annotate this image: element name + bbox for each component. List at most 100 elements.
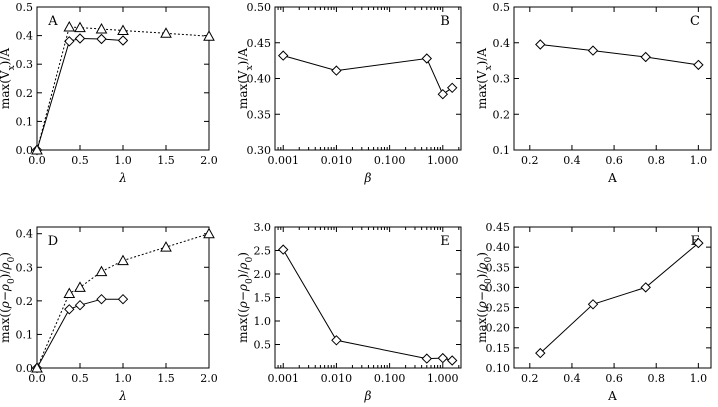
series-line-1 <box>36 37 124 151</box>
x-tick-label: 0.001 <box>267 154 299 167</box>
diamond-marker <box>640 51 651 63</box>
triangle-marker <box>63 20 76 32</box>
x-tick-label: 1.5 <box>157 372 175 385</box>
diamond-marker <box>117 35 129 46</box>
y-tick-label: 0.3 <box>16 261 34 274</box>
x-tick-label: 0.4 <box>563 372 581 385</box>
x-tick-label: 1.000 <box>427 372 459 385</box>
diamond-marker <box>64 36 75 47</box>
diamond-marker <box>277 244 289 255</box>
panel-f: 0.2 0.4 0.6 0.8 1.0 0.10 0.15 0.20 0.25 0.30 0.35 0… <box>475 221 712 403</box>
series-line-1 <box>540 44 699 66</box>
x-tick-label: 1.0 <box>690 372 708 385</box>
plot-frame <box>513 6 712 151</box>
y-tick-label: 1.0 <box>254 315 272 328</box>
y-tick-label: 3.0 <box>254 221 272 234</box>
plot-frame <box>274 6 462 151</box>
y-tick-label: 0.40 <box>247 73 272 86</box>
panel-a: 0.0 0.5 1.0 1.5 2.0 0.0 0.1 0.2 0.3 0.4 0.5 λ max(Vx… <box>0 1 218 185</box>
triangle-marker <box>117 254 129 266</box>
y-tick-label: 0.0 <box>16 362 34 375</box>
panel-letter: D <box>48 234 58 249</box>
triangle-marker <box>95 265 108 277</box>
diamond-marker <box>277 50 289 61</box>
triangle-marker <box>203 227 215 239</box>
y-tick-label: 2.5 <box>254 245 272 258</box>
y-tick-label: 0.5 <box>493 1 511 14</box>
x-tick-label: 0.8 <box>647 372 665 385</box>
y-tick-label: 0.45 <box>247 37 272 50</box>
diamond-marker <box>117 293 129 305</box>
y-tick-label: 0.3 <box>16 58 34 71</box>
triangle-marker <box>74 21 86 33</box>
y-tick-label: 0.0 <box>16 144 34 157</box>
panel-letter: E <box>440 234 450 249</box>
x-axis-label: β <box>364 389 372 403</box>
y-tick-label: 0.3 <box>493 73 511 86</box>
x-tick-label: 0.2 <box>521 372 539 385</box>
x-tick-label: 0.8 <box>647 154 665 167</box>
x-tick-label: 0.100 <box>374 154 406 167</box>
y-tick-label: 0.2 <box>16 295 34 308</box>
panel-letter: C <box>690 14 700 29</box>
diamond-marker <box>96 33 107 45</box>
x-axis-label: λ <box>118 171 127 185</box>
x-tick-label: 0.0 <box>28 154 46 167</box>
y-tick-label: 0.30 <box>247 144 272 157</box>
triangle-marker <box>160 27 172 38</box>
x-axis-label: A <box>607 389 617 403</box>
y-axis-label: max(Vx)/A <box>475 48 494 109</box>
panel-letter: B <box>440 14 450 29</box>
diamond-marker <box>693 59 704 71</box>
panel-b: 0.001 0.010 0.100 1.000 0.30 0.35 0.40 0.45 0.50… <box>236 1 462 185</box>
y-tick-label: 0.10 <box>486 362 511 375</box>
triangle-marker <box>160 241 172 252</box>
triangle-marker <box>31 143 43 155</box>
x-tick-label: 2.0 <box>200 372 218 385</box>
y-tick-label: 0.1 <box>16 328 34 341</box>
x-tick-label: 0.5 <box>71 154 89 167</box>
diamond-marker <box>693 237 704 249</box>
triangle-marker <box>74 281 86 292</box>
x-tick-label: 1.0 <box>690 154 708 167</box>
diamond-marker <box>446 82 458 94</box>
y-tick-label: 0.15 <box>486 342 511 355</box>
y-tick-label: 0.30 <box>486 281 511 294</box>
diamond-marker <box>74 299 86 311</box>
triangle-marker <box>63 287 76 298</box>
plot-frame <box>513 226 712 369</box>
panel-letter: A <box>47 14 58 29</box>
y-tick-label: 0.50 <box>247 1 272 14</box>
triangle-marker <box>203 30 215 41</box>
diamond-marker <box>640 282 651 293</box>
x-tick-label: 1.5 <box>157 154 175 167</box>
x-tick-label: 0.5 <box>71 372 89 385</box>
y-tick-label: 2.0 <box>254 268 272 281</box>
y-tick-label: 0.2 <box>16 87 34 100</box>
y-tick-label: 0.1 <box>493 144 511 157</box>
x-tick-label: 0.6 <box>605 154 623 167</box>
panel-e: 0.001 0.010 0.100 1.000 0.5 1.0 1.5 2.0 2.5 3.0 β m… <box>236 221 462 403</box>
diamond-marker <box>64 304 75 315</box>
diamond-marker <box>535 39 546 50</box>
y-tick-label: 0.1 <box>16 115 34 128</box>
diamond-marker <box>446 355 458 366</box>
x-axis-label: β <box>364 171 372 185</box>
y-axis-label: max(Vx)/A <box>0 48 17 109</box>
y-tick-label: 0.40 <box>486 241 511 254</box>
y-tick-label: 0.35 <box>486 261 511 274</box>
y-tick-label: 0.5 <box>16 1 34 14</box>
y-tick-label: 0.35 <box>247 108 272 121</box>
x-tick-label: 0.6 <box>605 372 623 385</box>
y-tick-label: 0.4 <box>493 37 511 50</box>
x-tick-label: 0.2 <box>521 154 539 167</box>
diamond-marker <box>421 353 433 364</box>
triangle-marker <box>95 22 108 34</box>
triangle-marker <box>117 24 129 35</box>
x-axis-label: λ <box>118 389 127 403</box>
x-tick-label: 0.010 <box>321 154 353 167</box>
y-tick-label: 0.2 <box>493 108 511 121</box>
x-tick-label: 0.4 <box>563 154 581 167</box>
diamond-marker <box>587 45 599 56</box>
